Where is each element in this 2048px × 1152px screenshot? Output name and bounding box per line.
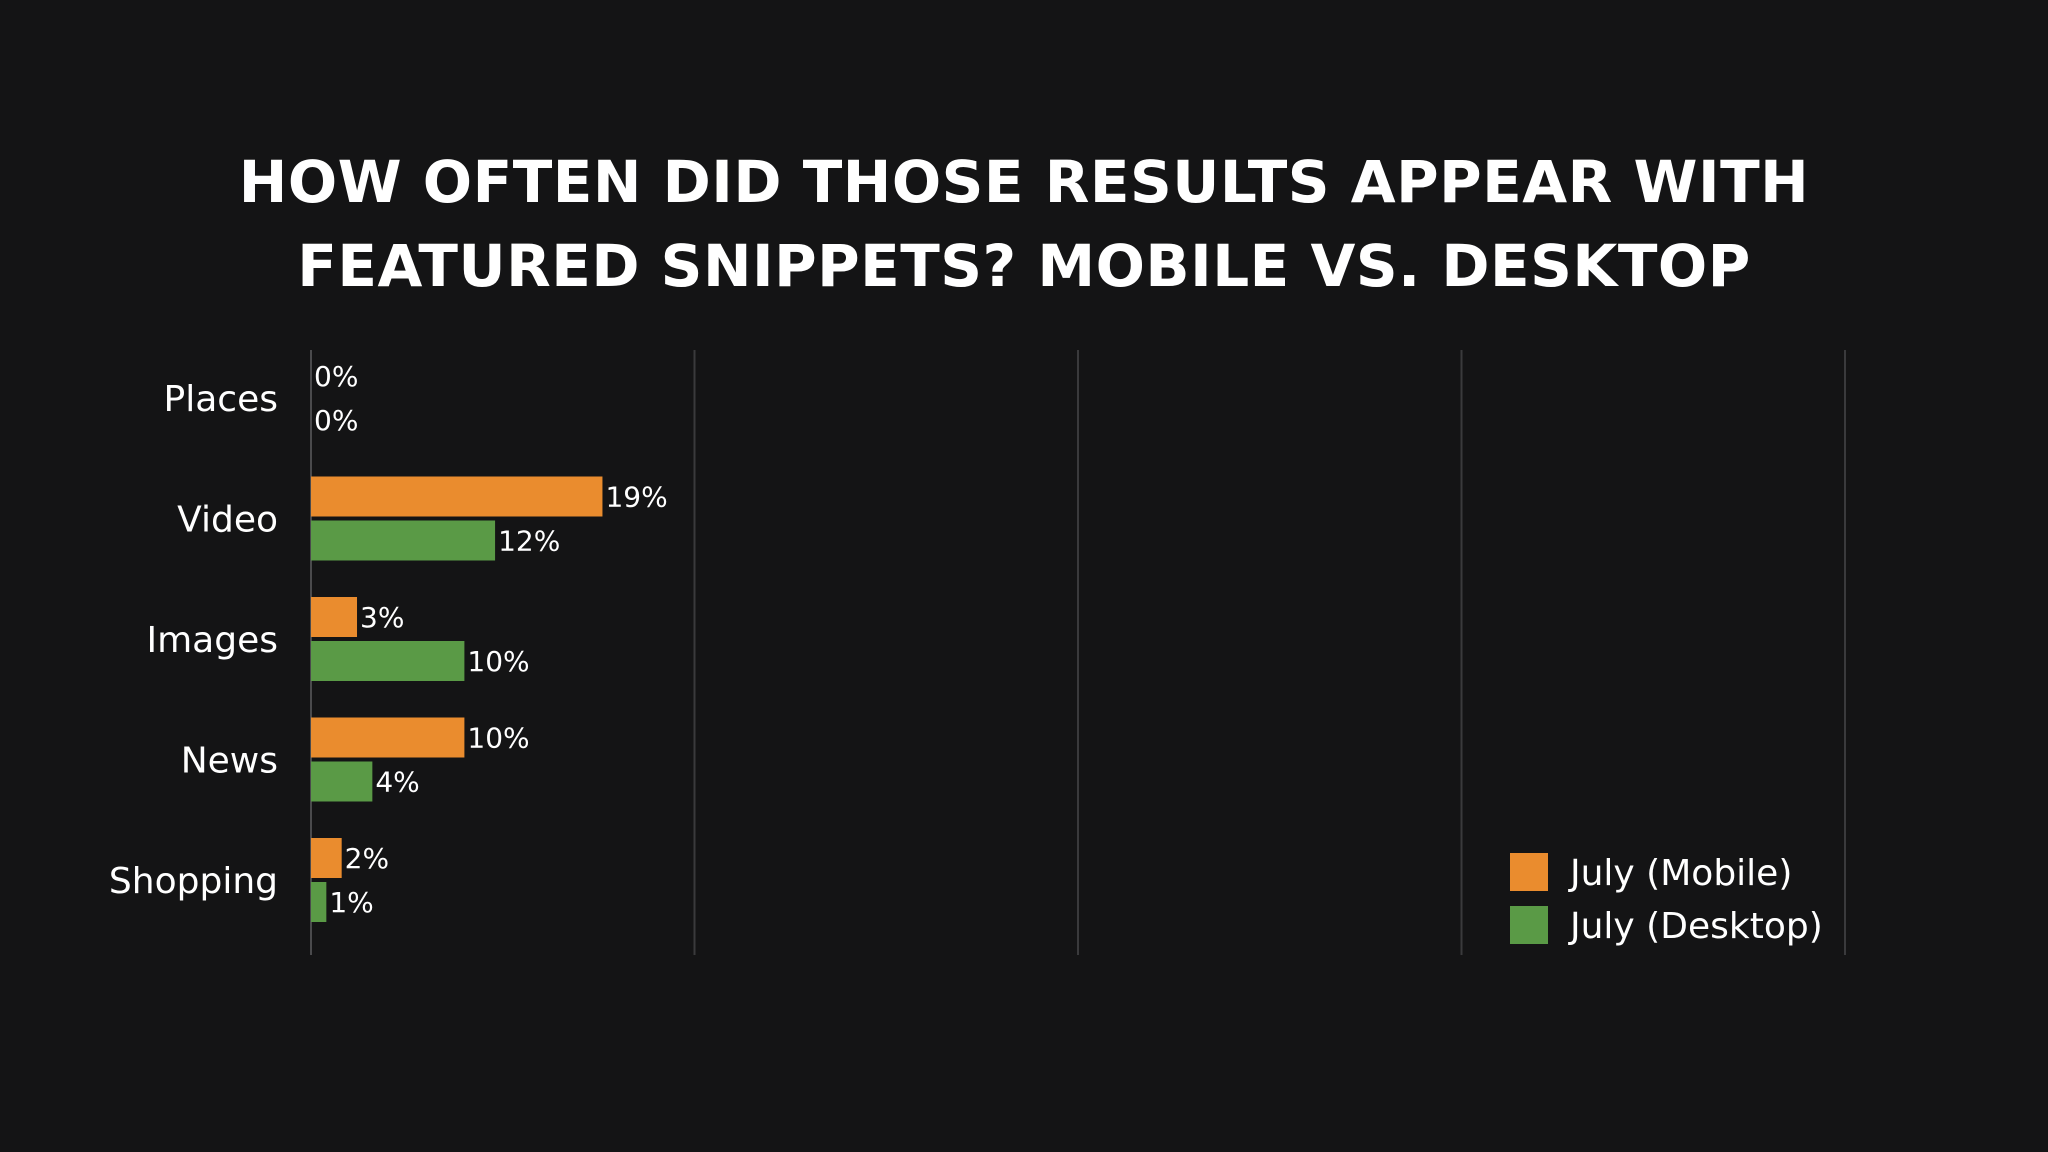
bar-news-desktop xyxy=(311,761,373,802)
data-label-shopping-mobile: 2% xyxy=(345,842,389,875)
legend-swatch-desktop xyxy=(1510,906,1548,944)
bar-video-desktop xyxy=(311,520,496,561)
data-label-images-desktop: 10% xyxy=(467,645,529,678)
data-label-video-mobile: 19% xyxy=(605,481,667,514)
data-label-places-desktop: 0% xyxy=(314,404,358,437)
bars xyxy=(311,476,603,922)
category-label-places: Places xyxy=(164,379,278,420)
chart-title-line-1: HOW OFTEN DID THOSE RESULTS APPEAR WITH xyxy=(238,148,1810,216)
legend-swatch-mobile xyxy=(1510,853,1548,891)
data-label-images-mobile: 3% xyxy=(360,601,404,634)
data-label-shopping-desktop: 1% xyxy=(329,886,373,919)
category-label-images: Images xyxy=(146,620,278,661)
category-label-video: Video xyxy=(177,500,278,541)
legend-label-mobile: July (Mobile) xyxy=(1568,853,1792,894)
legend: July (Mobile) July (Desktop) xyxy=(1510,853,1823,947)
data-label-news-mobile: 10% xyxy=(467,722,529,755)
labels: Places 0% 0% Video 19% 12% Images 3% 10% News 10% 4… xyxy=(109,360,668,919)
bar-video-mobile xyxy=(311,476,603,517)
bar-shopping-mobile xyxy=(311,838,342,878)
data-label-video-desktop: 12% xyxy=(498,525,560,558)
bar-shopping-desktop xyxy=(311,882,327,922)
data-label-news-desktop: 4% xyxy=(375,766,419,799)
bar-images-desktop xyxy=(311,641,465,681)
legend-label-desktop: July (Desktop) xyxy=(1568,906,1823,947)
chart-title: HOW OFTEN DID THOSE RESULTS APPEAR WITH … xyxy=(0,140,2048,308)
bar-news-mobile xyxy=(311,717,465,758)
category-label-news: News xyxy=(181,741,278,782)
data-label-places-mobile: 0% xyxy=(314,360,358,393)
category-label-shopping: Shopping xyxy=(109,861,278,902)
chart-title-line-2: FEATURED SNIPPETS? MOBILE VS. DESKTOP xyxy=(297,232,1751,300)
bar-images-mobile xyxy=(311,597,358,637)
